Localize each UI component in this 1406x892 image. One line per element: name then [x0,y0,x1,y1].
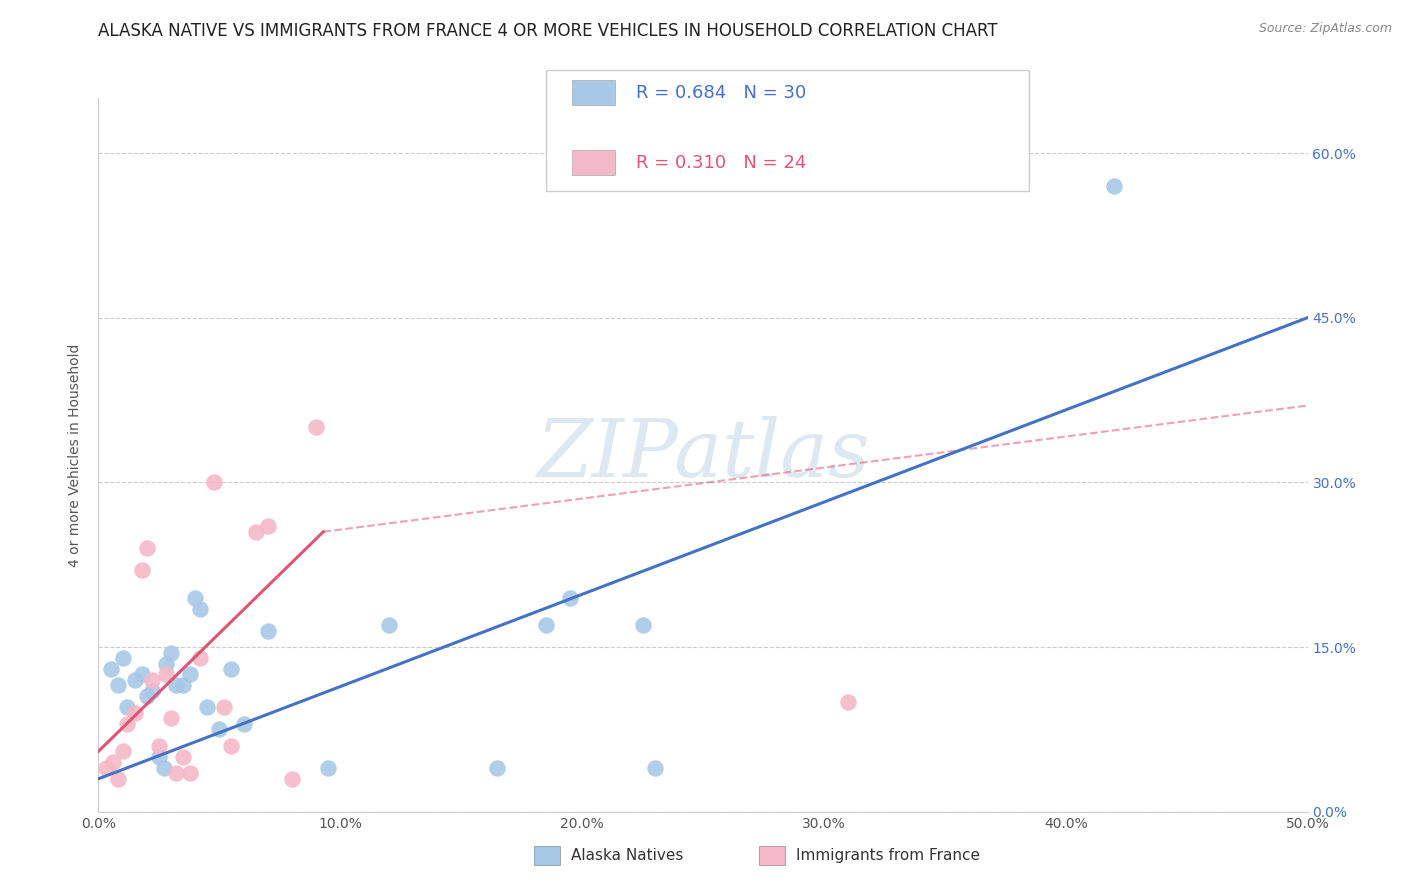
Point [100,662,122,676]
Point [837,695,859,709]
Text: ALASKA NATIVE VS IMMIGRANTS FROM FRANCE 4 OR MORE VEHICLES IN HOUSEHOLD CORRELAT: ALASKA NATIVE VS IMMIGRANTS FROM FRANCE … [98,22,998,40]
Point [124,673,146,687]
Point [179,766,201,780]
Point [160,646,183,660]
Point [172,678,194,692]
Point [131,667,153,681]
Text: Immigrants from France: Immigrants from France [796,848,980,863]
Point [212,700,235,714]
Point [141,673,163,687]
Point [141,684,163,698]
Point [111,744,134,758]
Point [94,761,117,775]
Point [305,420,328,434]
Point [165,766,187,780]
Bar [572,80,614,105]
Point [232,717,254,731]
Point [208,723,231,737]
Point [188,651,211,665]
Point [558,591,581,605]
Point [101,756,124,770]
Point [124,706,146,720]
Point [172,749,194,764]
Bar [572,150,614,175]
Point [148,739,170,753]
Point [256,624,278,638]
Point [152,761,174,775]
Point [135,541,157,556]
Point [221,662,243,676]
Point [165,678,187,692]
Point [111,651,134,665]
Point [534,618,557,632]
Point [188,601,211,615]
Point [486,761,509,775]
Point [204,475,226,490]
Point [107,678,129,692]
Point [155,667,177,681]
Y-axis label: 4 or more Vehicles in Household: 4 or more Vehicles in Household [69,343,83,566]
Point [281,772,304,786]
Point [184,591,207,605]
Point [245,524,267,539]
Point [117,700,139,714]
Point [377,618,399,632]
Point [221,739,243,753]
Point [135,690,157,704]
Text: ZIPatlas: ZIPatlas [536,417,870,493]
Point [256,519,278,533]
Point [179,667,201,681]
Point [148,749,170,764]
FancyBboxPatch shape [546,70,1029,191]
Point [160,711,183,725]
Point [1102,178,1125,193]
Text: R = 0.310   N = 24: R = 0.310 N = 24 [637,153,807,171]
Text: Source: ZipAtlas.com: Source: ZipAtlas.com [1258,22,1392,36]
Text: R = 0.684   N = 30: R = 0.684 N = 30 [637,84,807,102]
Point [131,563,153,577]
Point [155,657,177,671]
Point [631,618,654,632]
Point [117,717,139,731]
Text: Alaska Natives: Alaska Natives [571,848,683,863]
Point [107,772,129,786]
Point [644,761,666,775]
Point [195,700,218,714]
Point [316,761,339,775]
